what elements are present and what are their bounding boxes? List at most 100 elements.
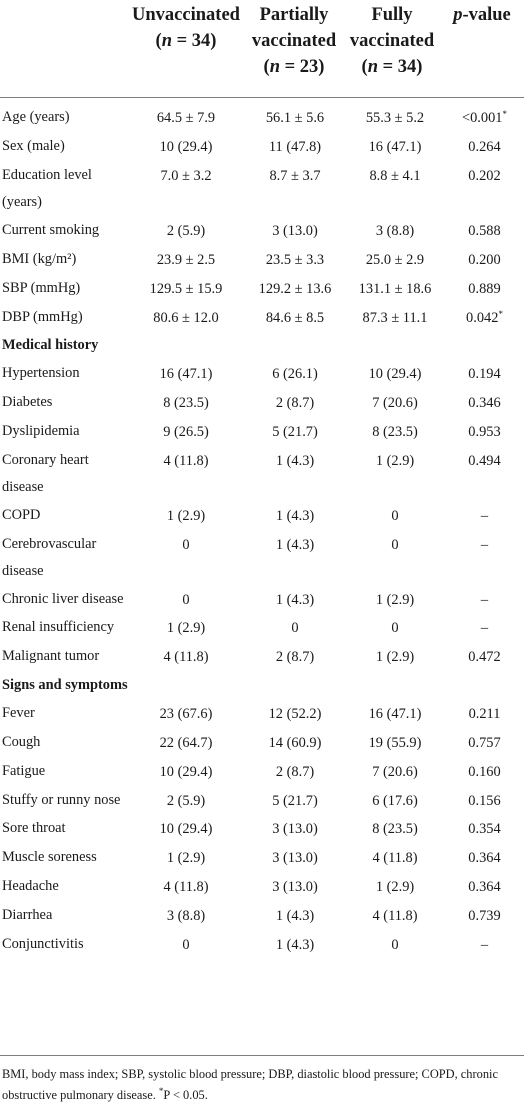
unvaccinated-value: 10 (29.4) [159, 138, 213, 155]
partially-value: 1 (4.3) [275, 937, 315, 954]
fully-value: 1 (2.9) [375, 649, 415, 666]
row-label: SBP (mmHg) [2, 279, 81, 296]
p-value: 0.264 [468, 138, 501, 155]
partially-value: 12 (52.2) [268, 705, 322, 722]
header-partially: Partially vaccinated (n = 23) [240, 2, 348, 80]
section-heading: Signs and symptoms [2, 677, 128, 694]
table-row: Current smoking 2 (5.9) 3 (13.0) 3 (8.8) 0.5… [0, 217, 524, 246]
p-value: 0.472 [468, 649, 501, 666]
table-header: Unvaccinated (n = 34) Partially vaccinat… [0, 0, 524, 96]
fully-value: 16 (47.1) [368, 138, 422, 155]
row-label: Diabetes [2, 393, 53, 410]
table-row: Headache 4 (11.8) 3 (13.0) 1 (2.9) 0.364 [0, 873, 524, 902]
fully-value: 4 (11.8) [372, 850, 418, 867]
fully-value: 87.3 ± 11.1 [362, 309, 428, 326]
p-value: – [480, 536, 489, 553]
header-unvaccinated: Unvaccinated (n = 34) [120, 2, 252, 54]
p-value: 0.042* [466, 308, 503, 326]
unvaccinated-value: 80.6 ± 12.0 [153, 309, 219, 326]
row-label: Diarrhea [2, 907, 53, 924]
p-value: 0.364 [468, 850, 501, 867]
header-partially-line1: Partially [259, 5, 329, 25]
unvaccinated-value: 23 (67.6) [159, 705, 213, 722]
fully-value: 16 (47.1) [368, 705, 422, 722]
row-label: Sore throat [2, 820, 66, 837]
row-label: Dyslipidemia [2, 422, 80, 439]
table-row: Stuffy or runny nose 2 (5.9) 5 (21.7) 6 (17… [0, 787, 524, 816]
table-row: Fatigue 10 (29.4) 2 (8.7) 7 (20.6) 0.160 [0, 758, 524, 787]
unvaccinated-value: 0 [182, 536, 190, 553]
fully-value: 1 (2.9) [375, 879, 415, 896]
row-label: COPD [2, 506, 41, 523]
header-partially-line3: (n = 23) [263, 57, 325, 77]
fully-value: 1 (2.9) [375, 452, 415, 469]
partially-value: 2 (8.7) [275, 649, 315, 666]
table-row: Cough 22 (64.7) 14 (60.9) 19 (55.9) 0.757 [0, 729, 524, 758]
partially-value: 2 (8.7) [275, 763, 315, 780]
table-row: Sex (male) 10 (29.4) 11 (47.8) 16 (47.1) 0.2… [0, 133, 524, 162]
fully-value: 0 [391, 620, 399, 637]
p-value: – [480, 507, 489, 524]
partially-value: 84.6 ± 8.5 [265, 309, 325, 326]
partially-value: 5 (21.7) [272, 423, 318, 440]
header-fully-line2: vaccinated [349, 31, 435, 51]
unvaccinated-value: 23.9 ± 2.5 [156, 251, 216, 268]
partially-value: 3 (13.0) [272, 821, 318, 838]
header-rule [0, 97, 524, 98]
table-row: Age (years) 64.5 ± 7.9 56.1 ± 5.6 55.3 ± 5.… [0, 104, 524, 133]
partially-value: 1 (4.3) [275, 536, 315, 553]
p-value: 0.202 [468, 167, 501, 184]
unvaccinated-value: 10 (29.4) [159, 821, 213, 838]
unvaccinated-value: 1 (2.9) [166, 507, 206, 524]
fully-value: 7 (20.6) [372, 394, 418, 411]
row-label: Stuffy or runny nose [2, 791, 121, 808]
row-label: Muscle soreness [2, 849, 97, 866]
p-value: 0.953 [468, 423, 501, 440]
row-label: Cough [2, 733, 41, 750]
row-label: Current smoking [2, 221, 100, 238]
partially-value: 5 (21.7) [272, 792, 318, 809]
fully-value: 7 (20.6) [372, 763, 418, 780]
fully-value: 10 (29.4) [368, 365, 422, 382]
row-label: Hypertension [2, 364, 80, 381]
partially-value: 6 (26.1) [272, 365, 318, 382]
table-row: Diabetes 8 (23.5) 2 (8.7) 7 (20.6) 0.346 [0, 389, 524, 418]
unvaccinated-value: 2 (5.9) [166, 222, 206, 239]
p-value: 0.494 [468, 452, 501, 469]
row-label: Conjunctivitis [2, 936, 84, 953]
partially-value: 1 (4.3) [275, 908, 315, 925]
unvaccinated-value: 3 (8.8) [166, 908, 206, 925]
row-label: Fever [2, 704, 35, 721]
fully-value: 0 [391, 536, 399, 553]
table-row: Sore throat 10 (29.4) 3 (13.0) 8 (23.5) 0.35… [0, 815, 524, 844]
p-value: – [480, 937, 489, 954]
table-row: COPD 1 (2.9) 1 (4.3) 0 – [0, 502, 524, 531]
partially-value: 3 (13.0) [272, 222, 318, 239]
table-row: DBP (mmHg) 80.6 ± 12.0 84.6 ± 8.5 87.3 ± 11… [0, 304, 524, 333]
table-row: SBP (mmHg) 129.5 ± 15.9 129.2 ± 13.6 131.1 … [0, 275, 524, 304]
data-table: Age (years) 64.5 ± 7.9 56.1 ± 5.6 55.3 ± 5.… [0, 104, 524, 960]
table-row: Dyslipidemia 9 (26.5) 5 (21.7) 8 (23.5) 0.95… [0, 418, 524, 447]
partially-value: 1 (4.3) [275, 507, 315, 524]
unvaccinated-value: 64.5 ± 7.9 [156, 110, 216, 126]
row-label: Age (years) [2, 109, 70, 125]
row-label: Fatigue [2, 762, 46, 779]
partially-value: 11 (47.8) [268, 138, 322, 155]
row-label: Education level (years) [2, 166, 92, 211]
partially-value: 23.5 ± 3.3 [265, 251, 325, 268]
header-partially-line2: vaccinated [251, 31, 337, 51]
p-value: 0.889 [468, 280, 501, 297]
unvaccinated-value: 1 (2.9) [166, 620, 206, 637]
p-value: 0.364 [468, 879, 501, 896]
row-label: Chronic liver disease [2, 590, 124, 607]
table-row: Hypertension 16 (47.1) 6 (26.1) 10 (29.4) 0.… [0, 360, 524, 389]
unvaccinated-value: 4 (11.8) [163, 649, 209, 666]
p-value: 0.211 [468, 705, 501, 722]
fully-value: 8 (23.5) [372, 423, 418, 440]
section-heading: Medical history [2, 337, 99, 354]
fully-value: 1 (2.9) [375, 591, 415, 608]
p-value: <0.001* [462, 109, 507, 127]
fully-value: 0 [391, 507, 399, 524]
row-label: Renal insufficiency [2, 619, 115, 636]
partially-value: 2 (8.7) [275, 394, 315, 411]
